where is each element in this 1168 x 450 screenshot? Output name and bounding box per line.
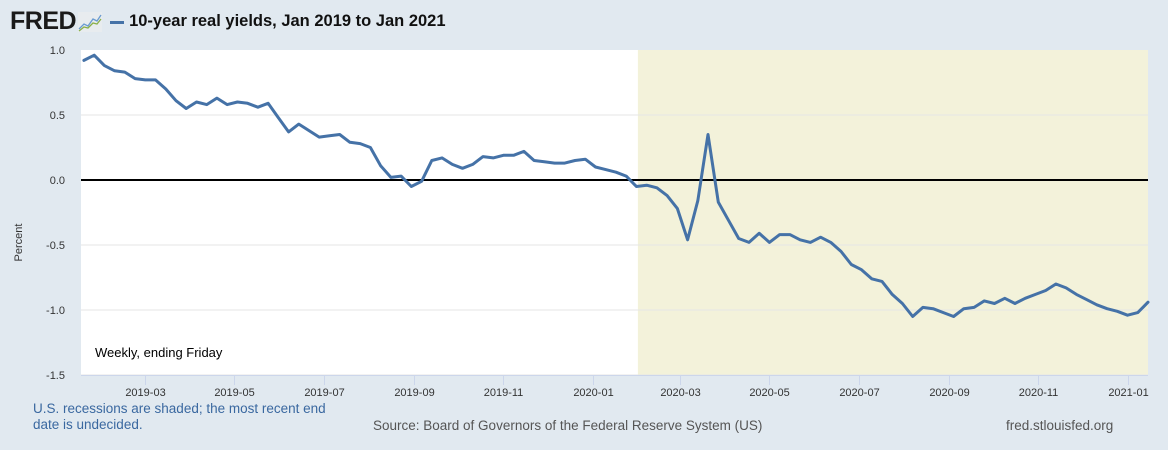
y-tick-label: 0.0 xyxy=(50,175,65,187)
fred-url-link[interactable]: fred.stlouisfed.org xyxy=(1006,418,1114,433)
y-tick-label: -1.0 xyxy=(46,305,65,317)
frequency-note: Weekly, ending Friday xyxy=(95,345,223,360)
chart-header: FRED 10-year real yields, Jan 2019 to Ja… xyxy=(10,6,446,36)
x-tick-label: 2020-07 xyxy=(839,387,879,399)
y-tick-label: 0.5 xyxy=(50,110,65,122)
fred-logo[interactable]: FRED xyxy=(10,6,77,35)
y-tick-label: -1.5 xyxy=(46,370,65,382)
source-text: Source: Board of Governors of the Federa… xyxy=(373,418,763,433)
recession-note: U.S. recessions are shaded; the most rec… xyxy=(33,401,326,432)
y-tick-label: 1.0 xyxy=(50,45,65,57)
fred-chart-icon xyxy=(78,12,103,32)
x-tick-label: 2020-09 xyxy=(929,387,969,399)
chart: 2019-03 2019-05 2019-07 2019-09 2019-11 2020-… xyxy=(13,45,1150,399)
x-tick-label: 2019-11 xyxy=(484,387,524,399)
x-tick-label: 2020-01 xyxy=(573,387,613,399)
recession-shading xyxy=(637,50,1148,375)
x-tick-label: 2021-01 xyxy=(1108,387,1148,399)
x-tick-label: 2019-03 xyxy=(125,387,165,399)
x-tick-label: 2020-05 xyxy=(749,387,789,399)
x-tick-label: 2020-03 xyxy=(660,387,700,399)
x-tick-label: 2020-11 xyxy=(1019,387,1059,399)
legend-swatch xyxy=(110,20,125,24)
y-tick-label: -0.5 xyxy=(46,240,65,252)
x-tick-label: 2019-07 xyxy=(304,387,344,399)
chart-title: 10-year real yields, Jan 2019 to Jan 202… xyxy=(129,12,446,30)
series-line xyxy=(82,53,1150,318)
y-axis-label: Percent xyxy=(13,224,25,262)
x-tick-label: 2019-09 xyxy=(394,387,434,399)
x-tick-label: 2019-05 xyxy=(214,387,254,399)
